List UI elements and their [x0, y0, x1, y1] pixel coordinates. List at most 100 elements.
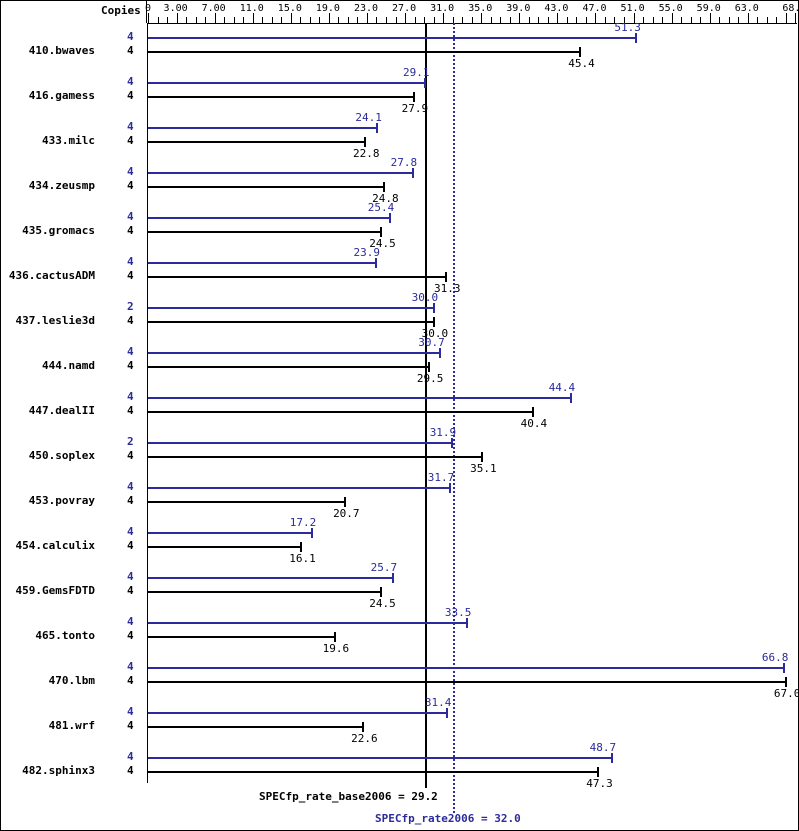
benchmark-label: 435.gromacs [22, 224, 95, 237]
base-value: 67.0 [773, 687, 799, 700]
base-bar-end [444, 272, 447, 282]
benchmark-label: 459.GemsFDTD [15, 584, 95, 597]
tick-mark [415, 17, 416, 23]
tick-label: 19.0 [315, 3, 340, 14]
tick-mark [672, 13, 673, 23]
tick-mark [748, 13, 749, 23]
base-copies: 4 [127, 494, 134, 507]
peak-value: 23.9 [353, 246, 381, 259]
tick-mark [776, 17, 777, 23]
peak-bar-end [635, 33, 638, 43]
peak-bar-end [465, 618, 468, 628]
peak-value: 48.7 [589, 741, 617, 754]
peak-value: 25.7 [370, 561, 398, 574]
tick-mark [614, 17, 615, 23]
tick-mark [681, 17, 682, 23]
peak-bar-end [569, 393, 572, 403]
peak-copies: 4 [127, 750, 134, 763]
tick-mark [424, 17, 425, 23]
peak-copies: 4 [127, 120, 134, 133]
base-bar-end [432, 317, 435, 327]
base-copies: 4 [127, 404, 134, 417]
tick-label: 59.0 [696, 3, 721, 14]
peak-bar [148, 577, 393, 579]
tick-mark [729, 17, 730, 23]
peak-bar-end [391, 573, 394, 583]
tick-label: 3.00 [163, 3, 188, 14]
tick-mark [253, 13, 254, 23]
base-value: 35.1 [470, 462, 497, 475]
tick-mark [719, 17, 720, 23]
base-bar-end [362, 722, 365, 732]
base-bar [148, 141, 366, 143]
tick-mark [205, 17, 206, 23]
peak-bar [148, 37, 637, 39]
base-bar [148, 321, 434, 323]
peak-copies: 4 [127, 255, 134, 268]
base-bar-end [333, 632, 336, 642]
base-copies: 4 [127, 539, 134, 552]
peak-copies: 4 [127, 210, 134, 223]
peak-value: 17.2 [289, 516, 317, 529]
peak-value: 44.4 [548, 381, 576, 394]
tick-label: 0 [145, 3, 152, 14]
benchmark-label: 453.povray [28, 494, 95, 507]
peak-copies: 2 [127, 435, 134, 448]
peak-copies: 4 [127, 525, 134, 538]
tick-mark [405, 13, 406, 23]
benchmark-label: 410.bwaves [28, 44, 95, 57]
peak-bar [148, 217, 390, 219]
tick-mark [443, 13, 444, 23]
peak-bar-end [411, 168, 414, 178]
tick-label: 23.0 [353, 3, 379, 14]
tick-mark [738, 17, 739, 23]
base-value: 16.1 [289, 552, 316, 565]
base-bar-end [481, 452, 484, 462]
tick-mark [586, 17, 587, 23]
peak-copies: 4 [127, 705, 134, 718]
base-copies: 4 [127, 449, 134, 462]
tick-mark [186, 17, 187, 23]
tick-mark [348, 17, 349, 23]
tick-mark [576, 17, 577, 23]
tick-mark [291, 13, 292, 23]
benchmark-label: 434.zeusmp [28, 179, 95, 192]
peak-bar [148, 622, 467, 624]
base-bar-end [344, 497, 347, 507]
peak-bar [148, 757, 612, 759]
peak-bar-end [439, 348, 442, 358]
peak-bar-end [424, 78, 427, 88]
tick-mark [557, 13, 558, 23]
peak-copies: 4 [127, 345, 134, 358]
peak-bar-end [782, 663, 785, 673]
y-axis-line [147, 23, 148, 783]
tick-mark [329, 13, 330, 23]
tick-label: 51.0 [620, 3, 645, 14]
tick-mark [357, 17, 358, 23]
peak-bar [148, 532, 312, 534]
tick-mark [300, 17, 301, 23]
peak-value: 29.1 [403, 66, 430, 79]
base-bar [148, 366, 429, 368]
base-bar [148, 186, 385, 188]
tick-label: 7.00 [201, 3, 226, 14]
base-copies: 4 [127, 764, 134, 777]
base-copies: 4 [127, 134, 134, 147]
peak-value: 51.3 [614, 21, 641, 34]
tick-mark [529, 17, 530, 23]
peak-value: 25.4 [367, 201, 395, 214]
tick-mark [215, 13, 216, 23]
peak-bar [148, 487, 450, 489]
tick-mark [500, 17, 501, 23]
benchmark-label: 444.namd [42, 359, 95, 372]
benchmark-label: 436.cactusADM [8, 269, 95, 282]
tick-mark [376, 17, 377, 23]
peak-bar-end [310, 528, 313, 538]
peak-value: 27.8 [390, 156, 418, 169]
tick-mark [538, 17, 539, 23]
peak-copies: 4 [127, 165, 134, 178]
peak-bar [148, 712, 447, 714]
benchmark-label: 450.soplex [28, 449, 95, 462]
benchmark-label: 454.calculix [15, 539, 95, 552]
